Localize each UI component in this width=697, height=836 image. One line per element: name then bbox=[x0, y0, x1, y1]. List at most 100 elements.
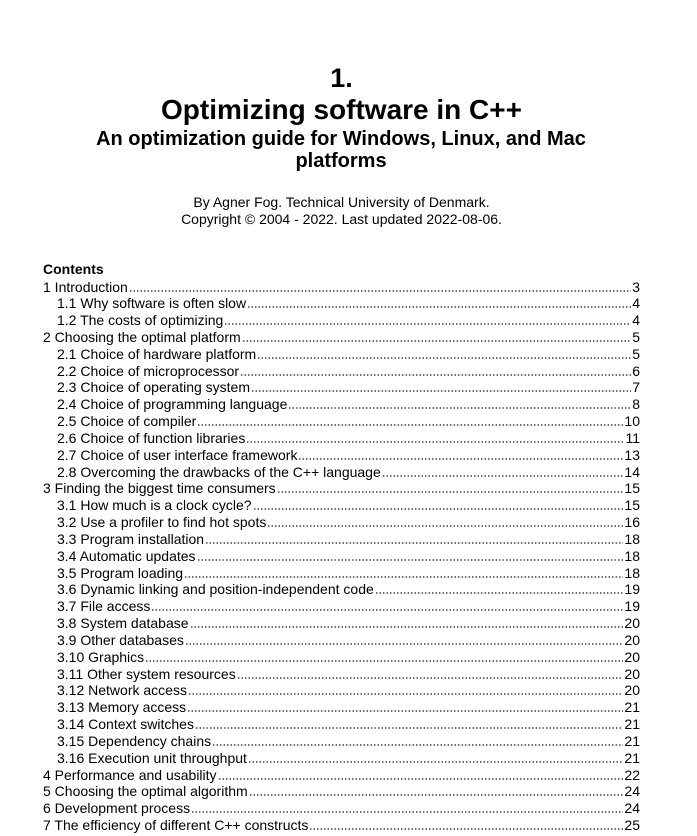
table-of-contents: 1 Introduction 3 1.1 Why software is often… bbox=[43, 279, 640, 834]
entry-label: 2.3 Choice of operating system bbox=[57, 379, 250, 396]
toc-entry[interactable]: 3.13 Memory access 21 bbox=[43, 699, 640, 716]
entry-page: 15 bbox=[624, 480, 640, 497]
entry-page: 18 bbox=[624, 530, 640, 547]
entry-page: 20 bbox=[624, 615, 640, 632]
toc-entry[interactable]: 7 The efficiency of different C++ constr… bbox=[43, 817, 640, 834]
dot-leader bbox=[374, 584, 624, 595]
toc-entry[interactable]: 2.1 Choice of hardware platform 5 bbox=[43, 346, 640, 363]
subtitle: An optimization guide for Windows, Linux… bbox=[96, 128, 586, 172]
toc-entry[interactable]: 2.7 Choice of user interface framework 13 bbox=[43, 447, 640, 464]
dot-leader bbox=[197, 416, 624, 427]
entry-label: 4 Performance and usability bbox=[43, 766, 217, 783]
entry-label: 3.6 Dynamic linking and position-indepen… bbox=[57, 581, 374, 598]
entry-label: 3.9 Other databases bbox=[57, 631, 184, 648]
dot-leader bbox=[196, 550, 624, 561]
title: Optimizing software in C++ bbox=[161, 94, 522, 125]
dot-leader bbox=[246, 432, 625, 443]
toc-entry[interactable]: 3.1 How much is a clock cycle? 15 bbox=[43, 497, 640, 514]
dot-leader bbox=[194, 719, 624, 730]
toc-entry[interactable]: 3.7 File access 19 bbox=[43, 598, 640, 615]
toc-entry[interactable]: 2.5 Choice of compiler 10 bbox=[43, 413, 640, 430]
dot-leader bbox=[151, 601, 624, 612]
toc-entry[interactable]: 3.8 System database 20 bbox=[43, 615, 640, 632]
toc-entry[interactable]: 3.6 Dynamic linking and position-indepen… bbox=[43, 581, 640, 598]
toc-entry[interactable]: 3.9 Other databases 20 bbox=[43, 632, 640, 649]
entry-label: 3.16 Execution unit throughput bbox=[57, 749, 247, 766]
author: By Agner Fog. Technical University of De… bbox=[193, 194, 490, 210]
entry-label: 3.15 Dependency chains bbox=[57, 732, 212, 749]
entry-label: 6 Development process bbox=[43, 800, 191, 817]
toc-entry[interactable]: 3 Finding the biggest time consumers 15 bbox=[43, 480, 640, 497]
toc-entry[interactable]: 4 Performance and usability 22 bbox=[43, 767, 640, 784]
dot-leader bbox=[128, 281, 632, 292]
entry-page: 5 bbox=[632, 328, 640, 345]
dot-leader bbox=[189, 618, 624, 629]
dot-leader bbox=[240, 365, 632, 376]
dot-leader bbox=[145, 651, 624, 662]
toc-entry[interactable]: 3.4 Automatic updates 18 bbox=[43, 548, 640, 565]
entry-label: 2.6 Choice of function libraries bbox=[57, 429, 246, 446]
toc-entry[interactable]: 3.12 Network access 20 bbox=[43, 682, 640, 699]
toc-entry[interactable]: 2.3 Choice of operating system 7 bbox=[43, 379, 640, 396]
entry-label: 3.3 Program installation bbox=[57, 530, 205, 547]
dot-leader bbox=[309, 820, 624, 830]
entry-page: 24 bbox=[624, 800, 640, 817]
toc-entry[interactable]: 2.2 Choice of microprocessor 6 bbox=[43, 363, 640, 380]
entry-page: 11 bbox=[625, 429, 640, 446]
dot-leader bbox=[247, 298, 632, 309]
entry-page: 6 bbox=[632, 362, 640, 379]
entry-page: 13 bbox=[624, 446, 640, 463]
entry-label: 2.5 Choice of compiler bbox=[57, 413, 197, 430]
dot-leader bbox=[298, 449, 624, 460]
toc-entry[interactable]: 1.2 The costs of optimizing 4 bbox=[43, 312, 640, 329]
entry-label: 2 Choosing the optimal platform bbox=[43, 328, 241, 345]
dot-leader bbox=[252, 500, 624, 511]
entry-page: 4 bbox=[632, 312, 640, 329]
chapter-number: 1. bbox=[330, 63, 353, 93]
entry-label: 7 The efficiency of different C++ constr… bbox=[43, 817, 309, 833]
entry-page: 21 bbox=[624, 732, 640, 749]
entry-page: 4 bbox=[632, 295, 640, 312]
toc-entry[interactable]: 2.6 Choice of function libraries 11 bbox=[43, 430, 640, 447]
toc-entry[interactable]: 3.14 Context switches 21 bbox=[43, 716, 640, 733]
toc-entry[interactable]: 3.16 Execution unit throughput 21 bbox=[43, 750, 640, 767]
dot-leader bbox=[184, 634, 624, 645]
entry-label: 3.11 Other system resources bbox=[57, 665, 236, 682]
dot-leader bbox=[251, 382, 632, 393]
entry-page: 16 bbox=[624, 514, 640, 531]
entry-page: 20 bbox=[624, 665, 640, 682]
toc-entry[interactable]: 5 Choosing the optimal algorithm 24 bbox=[43, 783, 640, 800]
toc-entry[interactable]: 1 Introduction 3 bbox=[43, 279, 640, 296]
toc-entry[interactable]: 3.10 Graphics 20 bbox=[43, 649, 640, 666]
entry-label: 1.2 The costs of optimizing bbox=[57, 312, 224, 329]
toc-entry[interactable]: 6 Development process 24 bbox=[43, 800, 640, 817]
entry-label: 1 Introduction bbox=[43, 278, 128, 295]
entry-label: 1.1 Why software is often slow bbox=[57, 295, 247, 312]
dot-leader bbox=[224, 315, 632, 326]
dot-leader bbox=[248, 786, 624, 797]
entry-page: 5 bbox=[632, 345, 640, 362]
dot-leader bbox=[236, 668, 624, 679]
entry-label: 2.1 Choice of hardware platform bbox=[57, 345, 257, 362]
toc-entry[interactable]: 3.5 Program loading 18 bbox=[43, 565, 640, 582]
entry-page: 15 bbox=[624, 497, 640, 514]
dot-leader bbox=[247, 752, 624, 763]
toc-entry[interactable]: 3.15 Dependency chains 21 bbox=[43, 733, 640, 750]
entry-page: 18 bbox=[624, 547, 640, 564]
toc-entry[interactable]: 2 Choosing the optimal platform 5 bbox=[43, 329, 640, 346]
entry-label: 3.13 Memory access bbox=[57, 699, 187, 716]
toc-entry[interactable]: 3.11 Other system resources 20 bbox=[43, 666, 640, 683]
toc-entry[interactable]: 2.8 Overcoming the drawbacks of the C++ … bbox=[43, 464, 640, 481]
entry-page: 7 bbox=[632, 379, 640, 396]
toc-entry[interactable]: 1.1 Why software is often slow 4 bbox=[43, 295, 640, 312]
entry-page: 21 bbox=[624, 716, 640, 733]
entry-label: 3.14 Context switches bbox=[57, 716, 194, 733]
toc-entry[interactable]: 2.4 Choice of programming language 8 bbox=[43, 396, 640, 413]
toc-entry[interactable]: 3.2 Use a profiler to find hot spots 16 bbox=[43, 514, 640, 531]
entry-page: 24 bbox=[624, 783, 640, 800]
toc-entry[interactable]: 3.3 Program installation 18 bbox=[43, 531, 640, 548]
dot-leader bbox=[212, 735, 624, 746]
entry-label: 3.5 Program loading bbox=[57, 564, 184, 581]
dot-leader bbox=[205, 533, 624, 544]
